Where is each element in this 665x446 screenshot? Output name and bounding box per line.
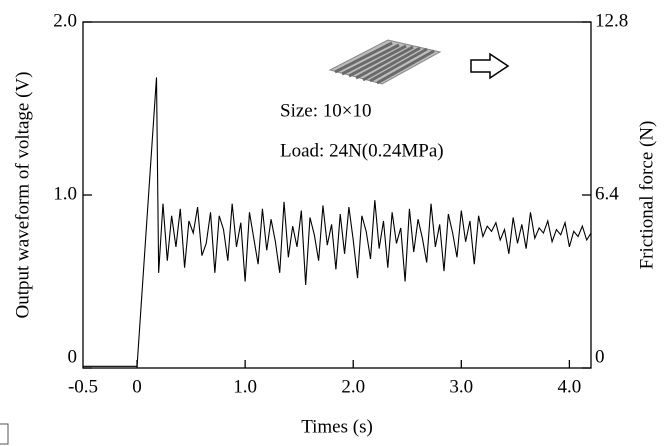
y-tick-label: 2.0 [53, 10, 77, 31]
plot-frame [82, 21, 592, 369]
x-tick-label: 0 [132, 376, 142, 397]
y2-tick-label: 0 [595, 346, 605, 367]
x-tick-label: 2.0 [341, 376, 365, 397]
y-axis-label: Output waveform of voltage (V) [12, 72, 33, 319]
y-tick-label: 1.0 [53, 183, 77, 204]
surface-inset [328, 39, 510, 85]
x-tick-label: -0.5 [68, 376, 98, 397]
y2-tick-label: 6.4 [595, 183, 619, 204]
y2-tick-label: 12.8 [595, 10, 628, 31]
y2-axis-label: Frictional force (N) [636, 121, 657, 270]
data-line [83, 77, 592, 367]
x-tick-label: 4.0 [558, 376, 582, 397]
annotation: Size: 10×10 [280, 100, 371, 121]
corner-box [0, 423, 9, 445]
x-tick-label: 1.0 [233, 376, 257, 397]
y-tick-label: 0 [68, 346, 78, 367]
annotation: Load: 24N(0.24MPa) [280, 140, 444, 161]
x-axis-label: Times (s) [301, 416, 373, 437]
x-tick-label: 3.0 [449, 376, 473, 397]
